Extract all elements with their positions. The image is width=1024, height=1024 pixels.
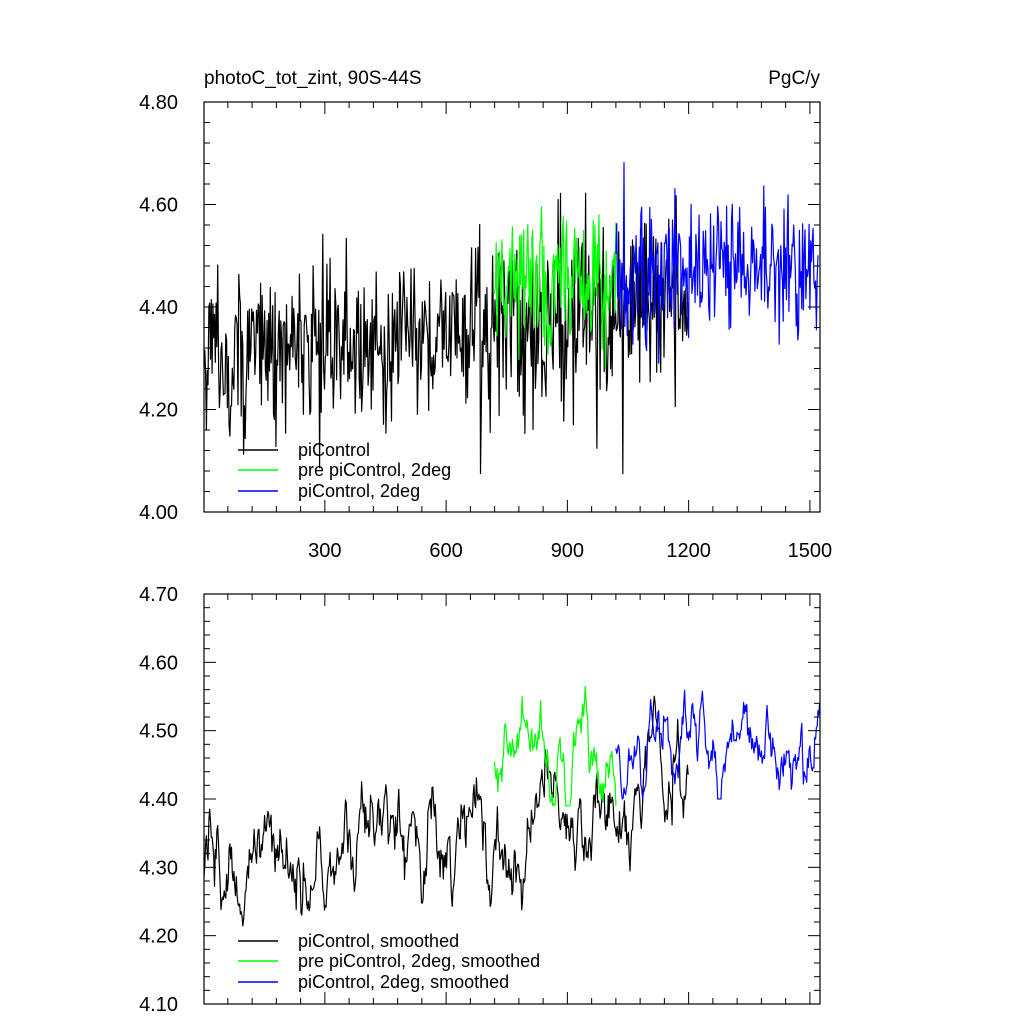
top-legend-label-picontrol: piControl [298,440,370,460]
bottom-plot-frame [203,593,821,1005]
bottom-y-tick-label: 4.20 [139,926,178,948]
bottom-y-tick-label: 4.10 [139,994,178,1016]
bottom-legend-label-picontrol: piControl, smoothed [298,931,459,951]
top-panel-units: PgC/y [768,68,820,89]
top-x-tick-label: 300 [308,540,341,562]
top-plot-frame [203,101,821,513]
top-tick-layer: 4.00 4.20 4.40 4.60 4.80 300 600 900 1200 1500 [139,92,832,562]
bottom-y-tick-label: 4.60 [139,652,178,674]
top-series-line-picontrol [203,192,689,475]
top-y-tick-label: 4.60 [139,195,178,217]
bottom-series-layer [203,685,821,927]
bottom-y-tick-label: 4.50 [139,721,178,743]
top-x-tick-label: 900 [551,540,584,562]
top-x-tick-label: 1200 [666,540,711,562]
bottom-y-tick-label: 4.70 [139,584,178,606]
top-y-tick-label: 4.80 [139,92,178,114]
bottom-y-tick-label: 4.30 [139,857,178,879]
top-legend-label-pre-picontrol: pre piControl, 2deg [298,460,451,480]
top-y-tick-label: 4.40 [139,297,178,319]
top-panel-title: photoC_tot_zint, 90S-44S [204,68,422,89]
top-x-tick-label: 1500 [788,540,833,562]
bottom-series-line-pre-picontrol-2deg-smoothed [494,685,617,807]
bottom-series-line-picontrol-smoothed [203,695,689,927]
bottom-legend: piControl, smoothed pre piControl, 2deg,… [238,931,540,992]
bottom-legend-label-pre-picontrol: pre piControl, 2deg, smoothed [298,951,540,971]
bottom-legend-label-picontrol-2deg: piControl, 2deg, smoothed [298,972,509,992]
top-series-line-picontrol-2deg [615,162,819,364]
top-y-tick-label: 4.00 [139,502,178,524]
top-series-line-pre-picontrol-2deg [494,206,617,370]
top-y-tick-label: 4.20 [139,400,178,422]
top-series-layer [203,162,819,475]
top-legend: piControl pre piControl, 2deg piControl,… [238,440,451,501]
bottom-panel: 4.10 4.20 4.30 4.40 4.50 4.60 4.70 piControl, … [139,584,821,1016]
bottom-series-line-picontrol-2deg-smoothed [615,689,821,800]
top-x-tick-label: 600 [429,540,462,562]
top-legend-label-picontrol-2deg: piControl, 2deg [298,481,420,501]
bottom-y-tick-label: 4.40 [139,789,178,811]
top-panel: photoC_tot_zint, 90S-44S PgC/y 4.004.204… [139,68,832,562]
